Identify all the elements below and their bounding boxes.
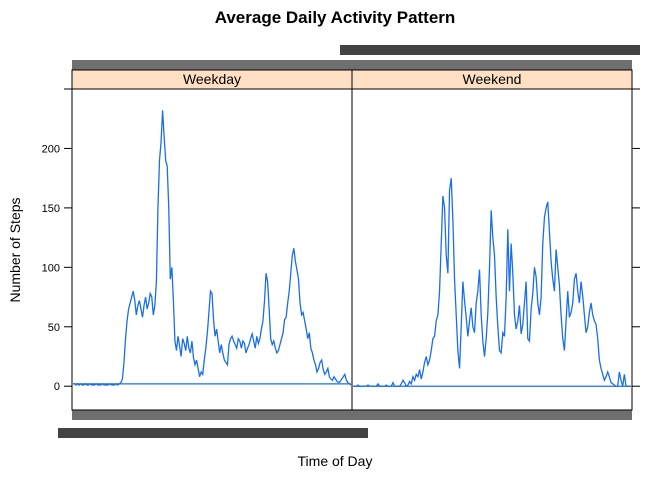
x-axis-label: Time of Day bbox=[298, 453, 373, 469]
top-tick-band bbox=[72, 60, 632, 70]
chart-title: Average Daily Activity Pattern bbox=[215, 8, 456, 27]
series-line-weekday bbox=[73, 110, 352, 386]
panel-frame-weekend bbox=[351, 88, 633, 411]
strip-label-weekend: Weekend bbox=[463, 71, 522, 87]
series-line-weekend bbox=[353, 178, 631, 388]
bottom-overlapped-labels bbox=[58, 428, 368, 438]
y-axis-label: Number of Steps bbox=[7, 197, 23, 302]
series-layer bbox=[73, 110, 631, 388]
y-axis-ticks: 0 50 100 150 200 bbox=[42, 88, 640, 393]
bottom-tick-band bbox=[72, 410, 632, 420]
y-tick-label: 0 bbox=[54, 381, 60, 393]
top-overlapped-labels bbox=[340, 45, 640, 55]
strip-label-weekday: Weekday bbox=[183, 71, 241, 87]
y-tick-label: 200 bbox=[42, 143, 60, 155]
y-tick-label: 50 bbox=[48, 322, 60, 334]
y-tick-label: 100 bbox=[42, 262, 60, 274]
panel-frame-weekday bbox=[71, 88, 353, 411]
y-tick-label: 150 bbox=[42, 203, 60, 215]
